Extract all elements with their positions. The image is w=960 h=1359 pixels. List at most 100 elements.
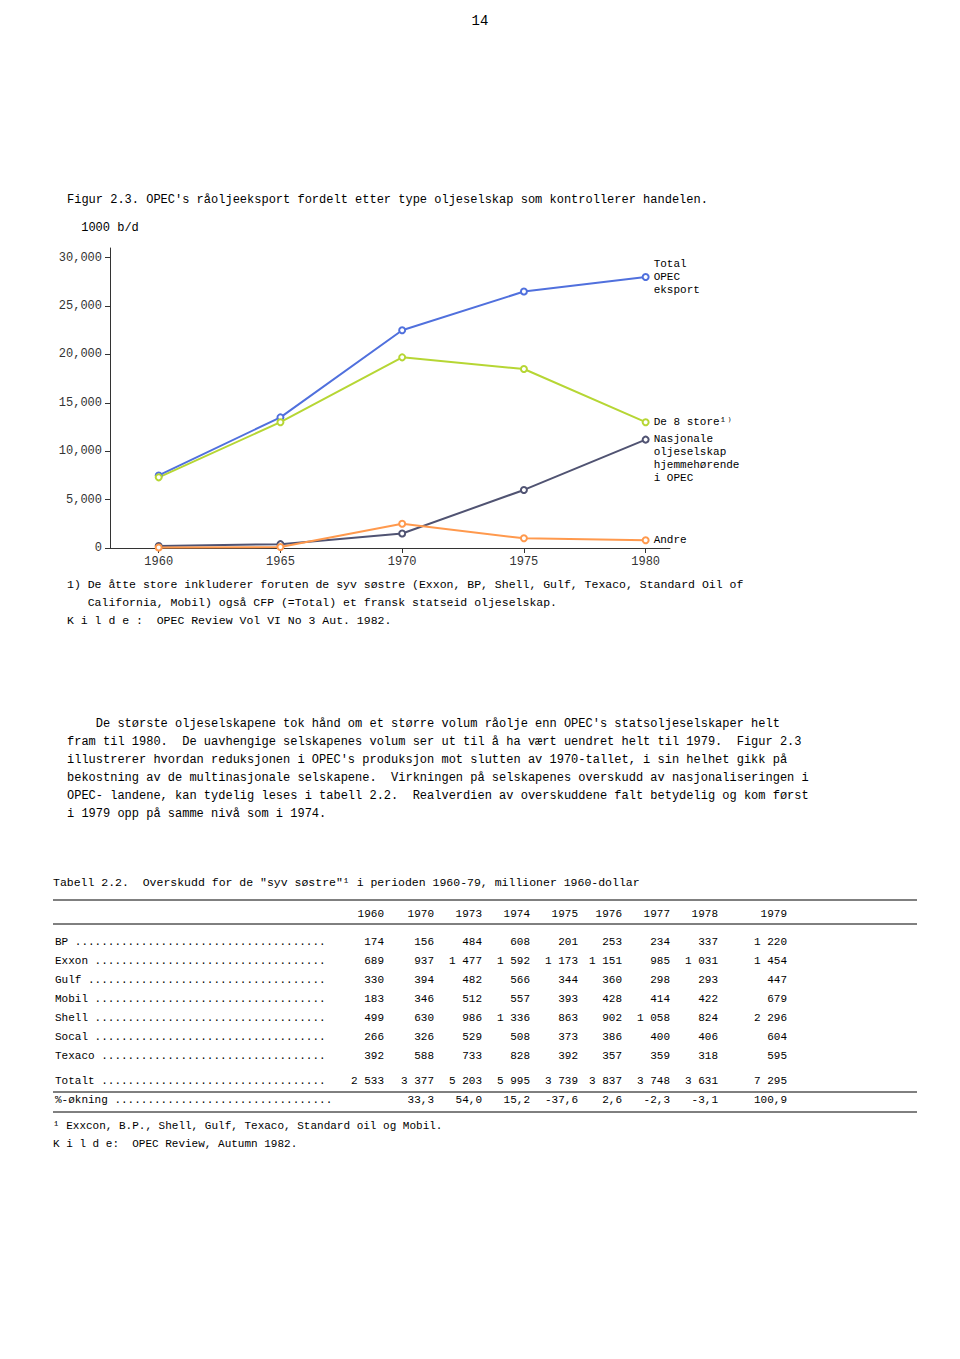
svg-text:595: 595 [767,1050,787,1062]
svg-text:Figur 2.3. OPEC's råoljeekspor: Figur 2.3. OPEC's råoljeeksport fordelt … [67,193,708,207]
svg-text:357: 357 [602,1050,622,1062]
svg-text:14: 14 [472,13,489,29]
svg-text:K i l d e: OPEC Review, Autum: K i l d e: OPEC Review, Autumn 1982. [53,1138,297,1150]
svg-text:318: 318 [698,1050,718,1062]
svg-text:1 454: 1 454 [754,955,787,967]
svg-text:5 203: 5 203 [449,1075,482,1087]
svg-text:1978: 1978 [692,908,718,920]
svg-text:393: 393 [558,993,578,1005]
svg-text:824: 824 [698,1012,718,1024]
svg-text:1977: 1977 [644,908,670,920]
svg-text:OPEC- landene, kan tydelig les: OPEC- landene, kan tydelig leses i tabel… [67,789,809,803]
svg-text:529: 529 [462,1031,482,1043]
svg-text:630: 630 [414,1012,434,1024]
svg-text:1 151: 1 151 [589,955,622,967]
svg-text:Tabell 2.2. Overskudd for de: Tabell 2.2. Overskudd for de "syv søstre… [53,876,640,889]
svg-text:i OPEC: i OPEC [654,472,694,484]
svg-text:oljeselskap: oljeselskap [654,446,727,458]
svg-text:373: 373 [558,1031,578,1043]
svg-text:hjemmehørende: hjemmehørende [654,459,740,471]
svg-text:eksport: eksport [654,284,700,296]
svg-text:30,000: 30,000 [59,251,102,265]
svg-text:733: 733 [462,1050,482,1062]
svg-text:253: 253 [602,936,622,948]
svg-text:1980: 1980 [631,555,660,569]
svg-text:¹ Exxcon, B.P., Shell, Gulf, T: ¹ Exxcon, B.P., Shell, Gulf, Texaco, Sta… [53,1120,442,1132]
svg-text:557: 557 [510,993,530,1005]
svg-text:608: 608 [510,936,530,948]
svg-text:Totalt .......................: Totalt .................................… [55,1075,326,1087]
svg-text:394: 394 [414,974,434,986]
svg-text:BP ...........................: BP .....................................… [55,936,326,948]
svg-text:3 748: 3 748 [637,1075,670,1087]
svg-text:2 533: 2 533 [351,1075,384,1087]
svg-text:422: 422 [698,993,718,1005]
svg-text:482: 482 [462,974,482,986]
svg-text:Andre: Andre [654,534,687,546]
svg-text:1970: 1970 [388,555,417,569]
svg-text:604: 604 [767,1031,787,1043]
svg-text:346: 346 [414,993,434,1005]
svg-text:392: 392 [558,1050,578,1062]
svg-text:25,000: 25,000 [59,299,102,313]
svg-text:illustrerer hvordan reduksjone: illustrerer hvordan reduksjonen i OPEC's… [67,753,787,767]
svg-text:Socal ........................: Socal ..................................… [55,1031,326,1043]
svg-text:-2,3: -2,3 [644,1094,670,1106]
svg-text:1 336: 1 336 [497,1012,530,1024]
svg-text:392: 392 [364,1050,384,1062]
svg-text:%-økning .....................: %-økning ...............................… [55,1094,332,1106]
svg-text:1975: 1975 [552,908,578,920]
svg-text:OPEC: OPEC [654,271,681,283]
svg-text:360: 360 [602,974,622,986]
svg-text:1973: 1973 [456,908,482,920]
svg-text:679: 679 [767,993,787,1005]
svg-text:828: 828 [510,1050,530,1062]
svg-text:0: 0 [95,541,102,555]
svg-text:10,000: 10,000 [59,444,102,458]
svg-text:428: 428 [602,993,622,1005]
svg-text:5 995: 5 995 [497,1075,530,1087]
svg-text:447: 447 [767,974,787,986]
svg-text:fram til 1980. De uavhengige: fram til 1980. De uavhengige selskapenes… [67,735,802,749]
svg-text:20,000: 20,000 [59,347,102,361]
svg-text:1974: 1974 [504,908,531,920]
svg-text:344: 344 [558,974,578,986]
svg-text:Nasjonale: Nasjonale [654,433,713,445]
svg-text:1 058: 1 058 [637,1012,670,1024]
svg-text:Mobil ........................: Mobil ..................................… [55,993,326,1005]
svg-text:400: 400 [650,1031,670,1043]
svg-text:33,3: 33,3 [408,1094,434,1106]
svg-text:298: 298 [650,974,670,986]
svg-text:937: 937 [414,955,434,967]
svg-text:326: 326 [414,1031,434,1043]
svg-text:3 377: 3 377 [401,1075,434,1087]
svg-text:386: 386 [602,1031,622,1043]
svg-text:2,6: 2,6 [602,1094,622,1106]
svg-text:201: 201 [558,936,578,948]
svg-text:Total: Total [654,258,687,270]
svg-text:512: 512 [462,993,482,1005]
svg-text:-37,6: -37,6 [545,1094,578,1106]
svg-text:1 220: 1 220 [754,936,787,948]
svg-text:1000 b/d: 1000 b/d [81,221,139,235]
svg-text:De største oljeselskapene tok: De største oljeselskapene tok hånd om et… [67,717,780,731]
svg-text:588: 588 [414,1050,434,1062]
svg-text:499: 499 [364,1012,384,1024]
svg-text:2 296: 2 296 [754,1012,787,1024]
svg-text:986: 986 [462,1012,482,1024]
svg-text:5,000: 5,000 [66,493,102,507]
svg-text:7 295: 7 295 [754,1075,787,1087]
svg-text:1 477: 1 477 [449,955,482,967]
svg-text:De 8 store¹⁾: De 8 store¹⁾ [654,416,733,428]
svg-text:54,0: 54,0 [456,1094,482,1106]
svg-text:1 592: 1 592 [497,955,530,967]
svg-text:1979: 1979 [761,908,787,920]
svg-text:1960: 1960 [144,555,173,569]
svg-text:Gulf .........................: Gulf ...................................… [55,974,326,986]
svg-text:i 1979 opp på samme nivå som i: i 1979 opp på samme nivå som i 1974. [67,807,326,821]
svg-text:3 837: 3 837 [589,1075,622,1087]
svg-text:863: 863 [558,1012,578,1024]
svg-text:484: 484 [462,936,482,948]
svg-text:566: 566 [510,974,530,986]
svg-text:1975: 1975 [510,555,539,569]
